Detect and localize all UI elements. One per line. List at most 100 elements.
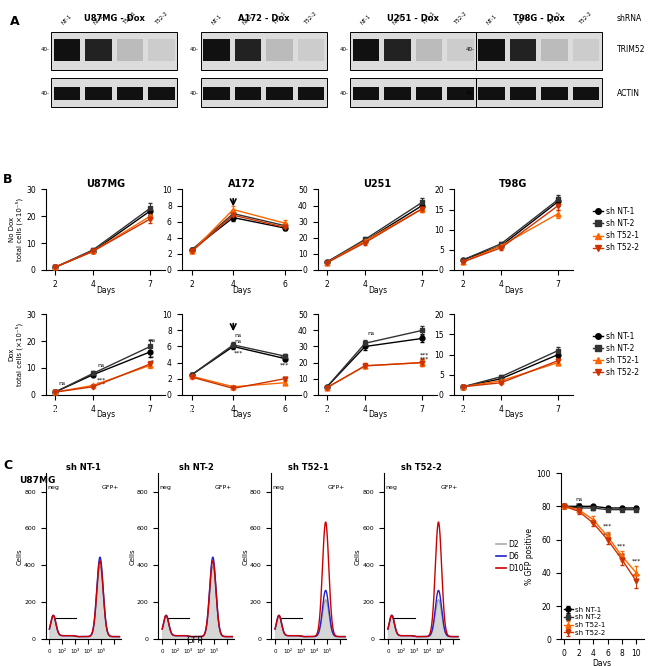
Bar	[54, 39, 81, 61]
Y-axis label: Cells: Cells	[242, 548, 248, 565]
Text: ns: ns	[575, 502, 582, 507]
Bar	[476, 78, 602, 107]
Bar	[350, 78, 476, 107]
Text: 40-: 40-	[465, 91, 474, 96]
Text: T52-1: T52-1	[272, 11, 287, 26]
Title: sh NT-2: sh NT-2	[179, 464, 213, 472]
Text: GFP+: GFP+	[102, 485, 119, 490]
Bar	[541, 39, 568, 61]
Text: NT-1: NT-1	[61, 14, 73, 26]
Text: ***: ***	[632, 574, 641, 579]
Text: Days: Days	[232, 410, 251, 420]
Text: 40-: 40-	[190, 91, 199, 96]
Text: neg: neg	[385, 485, 397, 490]
Bar	[203, 87, 230, 101]
Bar	[201, 32, 326, 70]
Title: A172: A172	[227, 178, 255, 188]
Text: NT-1: NT-1	[211, 14, 223, 26]
Text: neg: neg	[272, 485, 285, 490]
Text: T52-2: T52-2	[154, 11, 169, 26]
Text: U87MG - Dox: U87MG - Dox	[84, 14, 145, 23]
Bar	[148, 39, 175, 61]
Y-axis label: Cells: Cells	[129, 548, 135, 565]
Text: ***: ***	[280, 362, 290, 368]
Bar	[203, 39, 230, 61]
Bar	[353, 87, 380, 101]
Text: A: A	[10, 15, 20, 28]
Bar	[447, 39, 474, 61]
Text: ***: ***	[419, 352, 429, 357]
Text: Days: Days	[368, 286, 387, 294]
Text: ns: ns	[367, 331, 374, 336]
Text: Days: Days	[183, 406, 202, 414]
Bar	[478, 87, 505, 101]
Bar	[148, 87, 175, 101]
Text: Days: Days	[504, 410, 523, 420]
Title: sh NT-1: sh NT-1	[66, 464, 101, 472]
Title: T98G: T98G	[499, 178, 528, 188]
Bar	[415, 87, 442, 101]
Bar	[415, 39, 442, 61]
Text: Days: Days	[47, 406, 66, 414]
Bar	[384, 87, 411, 101]
Text: ACTIN: ACTIN	[617, 89, 640, 98]
Text: T52-2: T52-2	[578, 11, 593, 26]
Text: ns: ns	[149, 338, 156, 344]
Text: ***: ***	[603, 524, 612, 529]
Text: T52-1: T52-1	[422, 11, 436, 26]
Bar	[85, 39, 112, 61]
Text: NT-2: NT-2	[242, 14, 254, 26]
Legend: sh NT-1, sh NT-2, sh T52-1, sh T52-2: sh NT-1, sh NT-2, sh T52-1, sh T52-2	[564, 607, 605, 636]
Title: sh T52-1: sh T52-1	[289, 464, 329, 472]
Text: NT-2: NT-2	[517, 14, 529, 26]
Text: ***: ***	[234, 350, 244, 356]
Bar	[573, 87, 599, 101]
Text: C: C	[3, 459, 12, 472]
Bar	[573, 39, 599, 61]
Y-axis label: % GFP positive: % GFP positive	[525, 527, 534, 585]
Bar	[384, 39, 411, 61]
Bar	[201, 78, 326, 107]
Title: U87MG: U87MG	[86, 178, 125, 188]
Bar	[51, 32, 177, 70]
Text: 40-: 40-	[465, 47, 474, 52]
Bar	[116, 39, 143, 61]
Text: GFP: GFP	[187, 635, 203, 645]
Bar	[266, 87, 292, 101]
Text: GFP+: GFP+	[440, 485, 458, 490]
Title: U251: U251	[363, 178, 391, 188]
Y-axis label: Cells: Cells	[17, 548, 23, 565]
Text: TRIM52: TRIM52	[617, 45, 645, 54]
Text: **: **	[149, 356, 155, 361]
Bar	[116, 87, 143, 101]
Text: Days: Days	[318, 406, 338, 414]
Text: *: *	[151, 360, 153, 365]
Text: ***: ***	[618, 544, 627, 549]
Text: T52-1: T52-1	[547, 11, 562, 26]
Text: ns: ns	[59, 380, 66, 386]
Bar	[235, 39, 261, 61]
Bar	[478, 39, 505, 61]
Bar	[235, 87, 261, 101]
Bar	[51, 78, 177, 107]
Bar	[353, 39, 380, 61]
Legend: sh NT-1, sh NT-2, sh T52-1, sh T52-2: sh NT-1, sh NT-2, sh T52-1, sh T52-2	[593, 207, 638, 252]
Text: U251 - Dox: U251 - Dox	[387, 14, 439, 23]
Legend: sh NT-1, sh NT-2, sh T52-1, sh T52-2: sh NT-1, sh NT-2, sh T52-1, sh T52-2	[593, 332, 638, 377]
Bar	[476, 32, 602, 70]
Text: Days: Days	[96, 286, 115, 294]
Text: NT-1: NT-1	[486, 14, 498, 26]
Bar	[510, 39, 536, 61]
Text: Days: Days	[368, 410, 387, 420]
Bar	[266, 39, 292, 61]
Text: ***: ***	[618, 552, 627, 557]
Text: B: B	[3, 173, 13, 186]
Text: NT-2: NT-2	[92, 14, 105, 26]
Text: A172 - Dox: A172 - Dox	[238, 14, 289, 23]
Text: Days: Days	[455, 406, 474, 414]
Text: Days: Days	[96, 410, 115, 420]
Text: neg: neg	[160, 485, 172, 490]
Text: ***: ***	[419, 357, 429, 362]
Text: 40-: 40-	[41, 91, 49, 96]
Text: 40-: 40-	[41, 47, 49, 52]
